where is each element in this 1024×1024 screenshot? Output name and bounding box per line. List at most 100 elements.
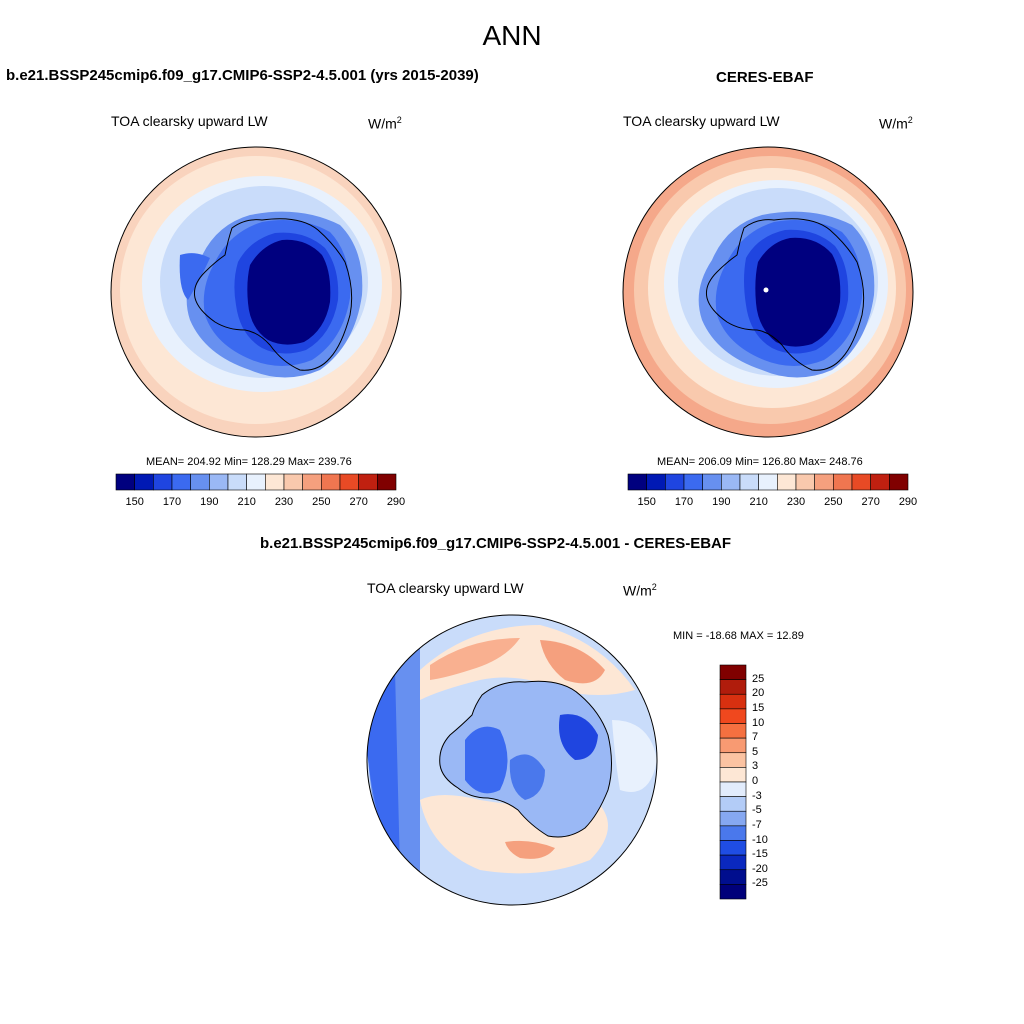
panel-3-units: W/m2	[623, 582, 657, 599]
figure-title: ANN	[482, 20, 542, 51]
colorbar-tick-label: 25	[752, 672, 765, 685]
colorbar-swatch	[739, 473, 759, 491]
colorbar-tick-label: 190	[712, 496, 731, 508]
colorbar-swatch	[227, 473, 247, 491]
colorbar-swatch	[721, 473, 741, 491]
colorbar-swatch	[777, 473, 797, 491]
panel-2-colorbar	[627, 473, 909, 491]
colorbar-swatch	[358, 473, 378, 491]
colorbar-tick-label: 210	[749, 496, 768, 508]
colorbar-swatch	[719, 854, 747, 871]
colorbar-swatch	[719, 693, 747, 710]
colorbar-swatch	[209, 473, 229, 491]
colorbar-swatch	[646, 473, 666, 491]
colorbar-swatch	[719, 679, 747, 695]
colorbar-swatch	[321, 473, 341, 491]
colorbar-tick-label: 250	[312, 496, 331, 508]
panel-2-title: CERES-EBAF	[716, 69, 814, 86]
colorbar-tick-label: 7	[752, 731, 759, 744]
colorbar-tick-label: 190	[200, 496, 219, 508]
colorbar-tick-label: -7	[752, 818, 762, 831]
panel-1-colorbar	[115, 473, 397, 491]
colorbar-swatch	[870, 473, 890, 491]
colorbar-tick-label: 170	[674, 496, 694, 508]
colorbar-swatch	[851, 473, 871, 491]
colorbar-swatch	[683, 473, 703, 491]
colorbar-tick-label: 0	[752, 775, 759, 787]
colorbar-swatch	[719, 767, 747, 783]
colorbar-tick-label: 230	[274, 496, 294, 508]
colorbar-swatch	[302, 473, 322, 491]
panel-3-map	[367, 615, 657, 905]
panel-1-units: W/m2	[368, 115, 402, 132]
colorbar-swatch	[719, 796, 747, 812]
colorbar-swatch	[134, 473, 154, 491]
panel-3-map-border	[366, 614, 658, 906]
panel-2-stats: MEAN= 206.09 Min= 126.80 Max= 248.76	[657, 456, 863, 468]
colorbar-swatch	[115, 473, 135, 491]
colorbar-tick-label: 150	[125, 496, 144, 508]
panel-2-variable: TOA clearsky upward LW	[623, 113, 780, 129]
colorbar-swatch	[719, 752, 747, 768]
colorbar-swatch	[795, 473, 815, 491]
colorbar-tick-label: 290	[386, 496, 406, 508]
colorbar-swatch	[719, 869, 747, 885]
colorbar-swatch	[889, 473, 909, 491]
colorbar-swatch	[719, 737, 747, 754]
panel-1-map-border	[110, 146, 402, 438]
colorbar-swatch	[719, 825, 747, 841]
colorbar-tick-label: 20	[752, 687, 765, 700]
panel-2-map-border	[622, 146, 914, 438]
colorbar-tick-label: 270	[349, 496, 368, 508]
colorbar-swatch	[171, 473, 191, 491]
colorbar-tick-label: 230	[786, 496, 806, 508]
colorbar-swatch	[833, 473, 853, 491]
panel-2-units: W/m2	[879, 115, 913, 132]
panel-2-map	[623, 147, 913, 437]
colorbar-tick-label: 15	[752, 701, 765, 714]
colorbar-swatch	[719, 884, 747, 900]
colorbar-swatch	[627, 473, 647, 491]
colorbar-tick-label: 290	[898, 496, 918, 508]
panel-1-title: b.e21.BSSP245cmip6.f09_g17.CMIP6-SSP2-4.…	[6, 67, 479, 84]
colorbar-swatch	[190, 473, 210, 491]
colorbar-swatch	[758, 473, 778, 491]
colorbar-tick-label: 170	[162, 496, 182, 508]
colorbar-swatch	[665, 473, 685, 491]
colorbar-tick-label: -15	[752, 848, 768, 861]
colorbar-tick-label: 5	[752, 745, 759, 758]
colorbar-tick-label: 10	[752, 716, 765, 729]
colorbar-swatch	[702, 473, 722, 491]
colorbar-tick-label: 3	[752, 760, 759, 773]
colorbar-tick-label: 150	[637, 496, 656, 508]
colorbar-swatch	[719, 810, 747, 827]
colorbar-tick-label: -5	[752, 804, 762, 817]
colorbar-swatch	[153, 473, 173, 491]
colorbar-swatch	[265, 473, 285, 491]
colorbar-tick-label: -25	[752, 877, 768, 890]
panel-3-colorbar	[719, 664, 747, 900]
colorbar-tick-label: -3	[752, 789, 762, 802]
colorbar-swatch	[719, 840, 747, 856]
colorbar-swatch	[377, 473, 397, 491]
colorbar-swatch	[246, 473, 266, 491]
colorbar-swatch	[719, 664, 747, 680]
panel-3-variable: TOA clearsky upward LW	[367, 580, 524, 596]
colorbar-tick-label: -10	[752, 833, 768, 846]
panel-1-variable: TOA clearsky upward LW	[111, 113, 268, 129]
colorbar-tick-label: -20	[752, 862, 768, 875]
colorbar-swatch	[283, 473, 303, 491]
panel-1-map	[111, 147, 401, 437]
panel-1-stats: MEAN= 204.92 Min= 128.29 Max= 239.76	[146, 456, 352, 468]
panel-3-title: b.e21.BSSP245cmip6.f09_g17.CMIP6-SSP2-4.…	[260, 535, 732, 552]
colorbar-tick-label: 270	[861, 496, 880, 508]
colorbar-tick-label: 210	[237, 496, 256, 508]
panel-3-stats: MIN = -18.68 MAX = 12.89	[673, 630, 804, 642]
colorbar-swatch	[719, 781, 747, 797]
colorbar-tick-label: 250	[824, 496, 843, 508]
colorbar-swatch	[339, 473, 359, 491]
colorbar-swatch	[719, 723, 747, 739]
colorbar-swatch	[719, 708, 747, 724]
colorbar-swatch	[814, 473, 834, 491]
